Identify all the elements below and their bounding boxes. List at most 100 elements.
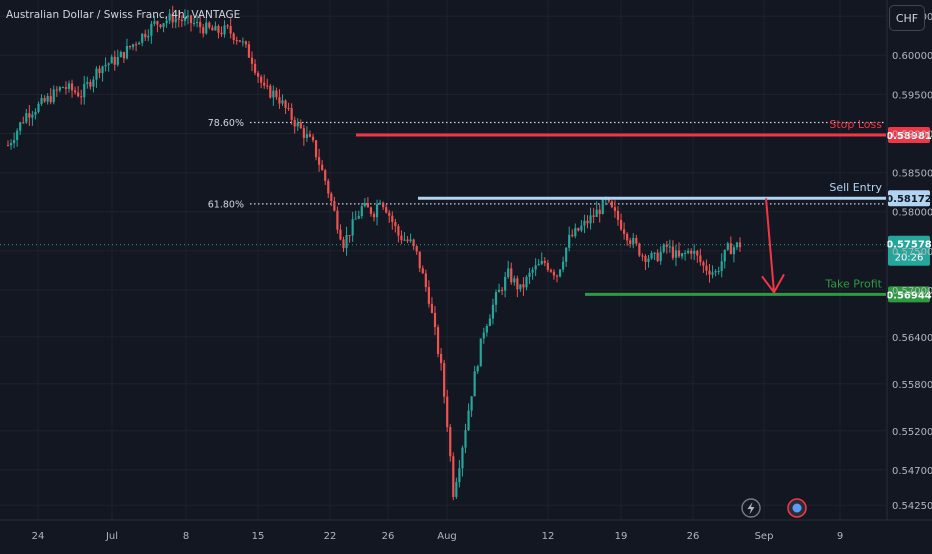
candle-body [321,164,324,171]
candle [382,201,385,210]
candle-body [128,45,132,48]
lightning-icon[interactable] [741,498,761,518]
candle [220,26,223,37]
candle-body [403,239,406,241]
candle [16,128,19,147]
price-tick-label: 0.56400 [892,333,932,344]
candle-body [723,249,726,262]
candle [159,24,162,29]
candle [461,445,464,477]
candle-body [491,304,495,319]
candle [113,50,116,71]
candle-body [482,332,485,339]
candle-body [421,268,424,274]
candle [391,211,394,230]
candle [308,130,312,138]
candle-body [299,122,302,129]
candle [534,258,537,277]
trade-levels[interactable]: Stop Loss 0.58981 Sell Entry 0.58172 Take Pr… [0,118,932,303]
candle [427,280,430,308]
candle-body [607,198,610,202]
candle-body [49,96,52,103]
candle [278,89,281,109]
candle [186,9,190,25]
candle [473,365,476,397]
candle-body [183,17,186,22]
candle-body [205,22,208,34]
candle-body [680,253,684,257]
time-tick-label: 22 [324,531,337,542]
event-icon[interactable] [787,498,807,518]
candle-body [238,40,241,42]
candle-body [174,18,177,23]
candle-body [732,247,735,255]
candle [690,248,693,260]
price-tag [888,126,930,143]
candle-body [473,371,476,397]
candle-body [623,229,626,234]
candle-body [372,213,376,218]
price-tag-text: 0.58981 [886,131,932,142]
candle-body [281,100,284,104]
candle-body [449,427,452,457]
candle [180,15,183,28]
candle [403,232,406,242]
candle [238,40,241,43]
candle-body [284,100,287,108]
candle [37,101,40,114]
candle [513,275,516,286]
candle [714,269,717,277]
candle [449,424,452,462]
candle [577,227,580,232]
candle [314,139,318,161]
time-tick-label: 12 [542,531,555,542]
candle [613,200,617,218]
candle [519,284,522,292]
time-tick-label: 26 [382,531,395,542]
candle-body [339,229,342,240]
candle [470,396,473,418]
candle [641,253,644,262]
candle-body [110,56,113,64]
candle [211,24,214,31]
price-tag [888,286,930,303]
candle-body [552,271,556,276]
candle-body [147,35,150,38]
candle [562,256,565,273]
candle [171,5,174,29]
candle [430,297,434,314]
candle-body [696,250,699,256]
candle-body [659,251,662,262]
candle-body [568,234,571,248]
candle [318,148,321,172]
candle [464,423,467,454]
candle-body [510,268,513,283]
candle [156,20,159,33]
candle [25,108,28,124]
time-axis[interactable]: 24 Jul 8 15 22 26 Aug 12 19 26 Sep 9 [0,519,932,542]
candle-body [375,204,379,218]
currency-button[interactable]: CHF [889,5,925,31]
candle-body [327,180,330,194]
candle-body [37,103,40,112]
candle-body [537,264,540,266]
price-tick-label: 0.55800 [892,380,932,391]
candle [452,452,455,501]
candle-body [677,250,681,257]
bottom-icons[interactable] [741,498,807,518]
candle [168,9,171,25]
candle-body [641,255,644,257]
candle-body [293,119,296,127]
candle-body [278,97,281,104]
candle-body [13,140,16,144]
candle [446,389,449,433]
candle [83,75,86,105]
candle [147,29,150,42]
candle [458,459,461,488]
candle-body [199,21,202,28]
candle [223,20,226,38]
candle-body [671,246,674,258]
candle [525,275,528,291]
